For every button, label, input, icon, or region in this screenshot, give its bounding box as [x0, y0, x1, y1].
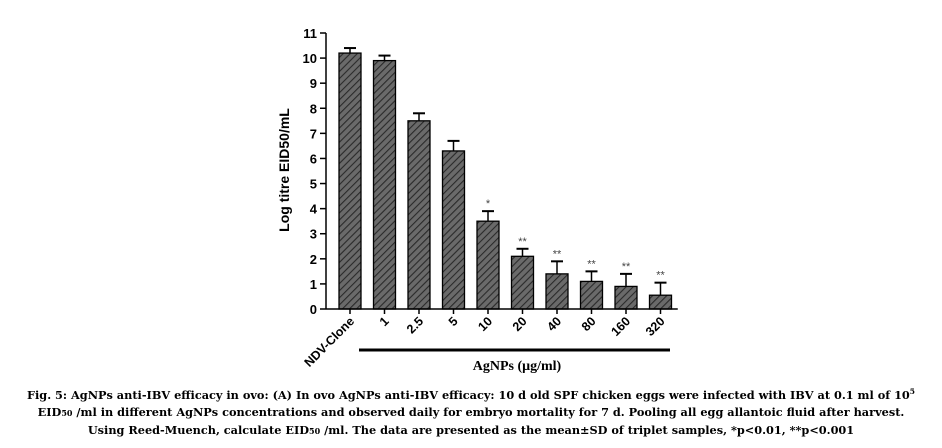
significance-marker: ** — [553, 248, 562, 260]
x-tick-label: 160 — [608, 314, 633, 339]
caption-line-3: Using Reed-Muench, calculate EID50 /ml. … — [87, 423, 855, 437]
y-axis: 0 1 2 3 4 5 6 7 8 9 10 11 — [303, 26, 327, 317]
y-tick-label: 6 — [310, 151, 317, 166]
bar — [372, 59, 397, 310]
bar — [441, 150, 466, 310]
y-tick-label: 7 — [310, 126, 317, 141]
x-tick-label: 2.5 — [404, 314, 426, 336]
significance-marker: * — [486, 198, 491, 210]
y-tick-label: 8 — [310, 101, 317, 116]
bar — [510, 255, 535, 310]
x-tick-label: 320 — [643, 314, 668, 339]
x-tick-label: 40 — [544, 314, 564, 334]
x-tick-label: NDV-Clone — [302, 314, 358, 370]
y-tick-label: 10 — [303, 51, 317, 66]
bar — [338, 52, 362, 310]
y-tick-label: 5 — [310, 177, 317, 192]
y-tick-label: 1 — [310, 277, 317, 292]
x-tick-label: 1 — [377, 314, 392, 329]
significance-marker: ** — [622, 261, 631, 273]
y-tick-label: 3 — [310, 227, 317, 242]
bar — [579, 280, 604, 310]
bars: ******* **** — [338, 47, 673, 310]
bar — [614, 285, 638, 310]
significance-marker: ** — [656, 270, 665, 282]
x-tick-label: 20 — [510, 314, 530, 334]
significance-marker: ** — [518, 236, 527, 248]
y-tick-label: 2 — [310, 252, 317, 267]
y-tick-label: 0 — [310, 302, 317, 317]
bar — [648, 294, 673, 310]
significance-marker: ** — [587, 258, 596, 270]
x-tick-label: 5 — [446, 314, 461, 329]
y-tick-label: 4 — [310, 202, 318, 217]
caption-line-1: Fig. 5: AgNPs anti-IBV efficacy in ovo: … — [26, 387, 916, 402]
x-tick-label: 80 — [579, 314, 599, 334]
x-tick-label: 10 — [475, 314, 495, 334]
y-axis-label: Log titre EID50/mL — [276, 108, 292, 232]
figure-caption: Fig. 5: AgNPs anti-IBV efficacy in ovo: … — [8, 387, 934, 440]
bar — [407, 120, 431, 310]
caption-line-2: EID50 /ml in different AgNPs concentrati… — [37, 405, 905, 419]
bar — [476, 220, 500, 310]
bar — [545, 273, 569, 310]
x-group-label: AgNPs (μg/ml) — [473, 359, 562, 374]
y-tick-label: 11 — [303, 26, 317, 41]
y-tick-label: 9 — [310, 76, 317, 91]
